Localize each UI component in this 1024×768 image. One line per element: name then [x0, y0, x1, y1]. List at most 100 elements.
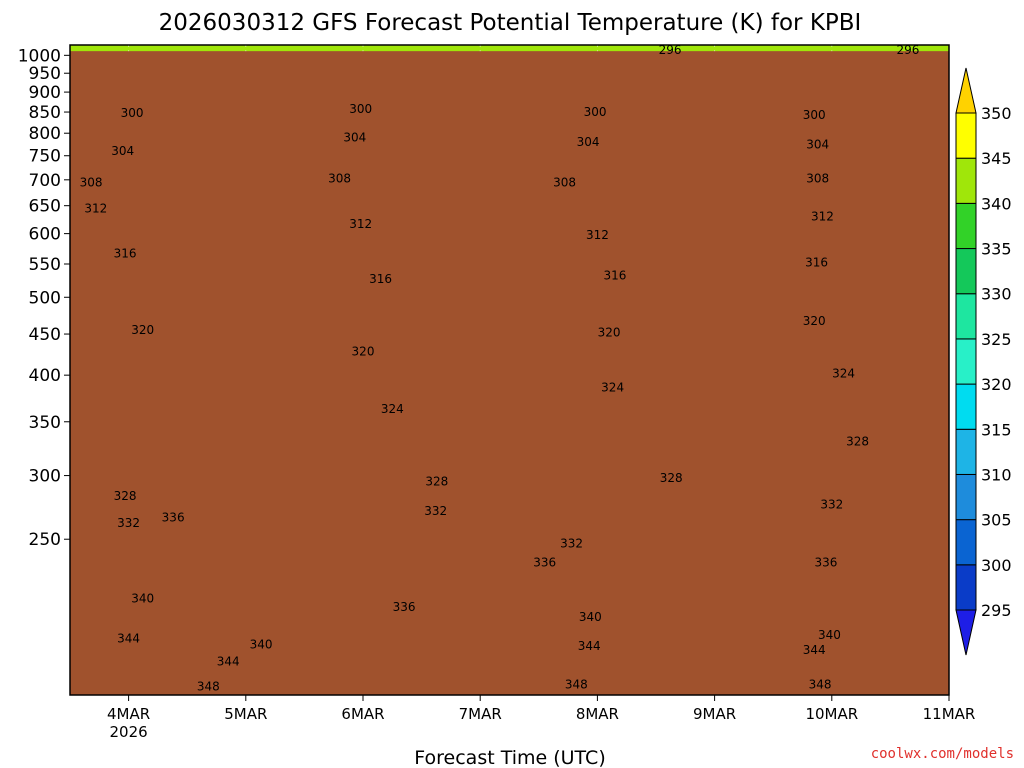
y-tick-label: 500: [29, 288, 61, 308]
contour-label: 320: [598, 325, 621, 339]
colorbar-label: 340: [981, 194, 1012, 213]
colorbar-upper-arrow: [955, 67, 977, 114]
colorbar-label: 320: [981, 375, 1012, 394]
contour-label: 320: [131, 323, 154, 337]
contour-label: 344: [117, 632, 140, 646]
y-tick-label: 400: [29, 366, 61, 386]
colorbar-label: 300: [981, 556, 1012, 575]
colorbar-swatch: [955, 202, 977, 250]
colorbar-label: 310: [981, 465, 1012, 484]
contour-label: 320: [803, 314, 826, 328]
colorbar-label: 345: [981, 149, 1012, 168]
contour-label: 336: [814, 555, 837, 569]
contour-label: 340: [131, 591, 154, 605]
colorbar-label: 295: [981, 601, 1012, 620]
contour-label: 308: [553, 175, 576, 189]
colorbar-swatch: [955, 248, 977, 295]
contour-label: 300: [121, 106, 144, 120]
colorbar-swatch: [955, 383, 977, 430]
contour-label: 324: [381, 402, 404, 416]
y-tick-label: 550: [29, 255, 61, 275]
contour-label: 316: [369, 272, 392, 286]
contour-label: 340: [250, 637, 273, 651]
colorbar-swatch: [955, 428, 977, 475]
contour-label: 328: [425, 474, 448, 488]
chart-title: 2026030312 GFS Forecast Potential Temper…: [159, 10, 862, 36]
contour-label: 340: [818, 628, 841, 642]
y-tick-label: 250: [29, 530, 61, 550]
contour-label: 300: [349, 102, 372, 116]
colorbar-swatch: [955, 519, 977, 566]
y-tick-label: 950: [29, 64, 61, 84]
contour-label: 316: [114, 246, 137, 260]
colorbar-label: 315: [981, 420, 1012, 439]
x-tick-label: 8MAR: [576, 705, 619, 723]
colorbar-swatch: [955, 564, 977, 611]
contour-label: 312: [811, 210, 834, 224]
x-tick-label: 11MAR: [923, 705, 976, 723]
contour-label: 336: [533, 555, 556, 569]
y-tick-label: 650: [29, 197, 61, 217]
y-tick-label: 300: [29, 467, 61, 487]
y-tick-label: 850: [29, 103, 61, 123]
y-tick-label: 700: [29, 171, 61, 191]
contour-label: 344: [578, 639, 601, 653]
contour-label: 336: [393, 600, 416, 614]
contour-label: 316: [604, 269, 627, 283]
contour-label: 312: [586, 228, 609, 242]
contour-label: 348: [197, 679, 220, 693]
contour-label: 332: [560, 536, 583, 550]
contour-label: 348: [809, 677, 832, 691]
contour-label: 304: [806, 137, 829, 151]
y-tick-label: 900: [29, 83, 61, 103]
credit-text: coolwx.com/models: [871, 746, 1014, 762]
contour-label: 320: [352, 345, 375, 359]
contour-label: 308: [806, 171, 829, 185]
colorbar-legend: 295 300 305 310 315 320 325 330 335 340 345 350: [955, 67, 1012, 656]
contour-label: 308: [328, 171, 351, 185]
colorbar-label: 350: [981, 104, 1012, 123]
y-tick-label: 750: [29, 147, 61, 167]
contour-label: 300: [803, 108, 826, 122]
contour-label: 332: [820, 498, 843, 512]
colorbar-swatch: [955, 157, 977, 204]
x-tick-sublabel: 2026: [110, 723, 148, 741]
x-tick-label: 4MAR: [107, 705, 150, 723]
x-tick-label: 10MAR: [805, 705, 858, 723]
contour-label: 344: [217, 655, 240, 669]
surface-band: [70, 51, 949, 695]
y-tick-label: 600: [29, 225, 61, 245]
contour-label: 324: [832, 366, 855, 380]
plot-frame: [69, 44, 950, 696]
y-axis: 2503003504004505005506006507007508008509…: [18, 46, 70, 550]
colorbar-label: 305: [981, 511, 1012, 530]
y-tick-label: 800: [29, 124, 61, 144]
x-tick-label: 6MAR: [341, 705, 384, 723]
colorbar-swatch: [955, 293, 977, 340]
colorbar-lower-arrow: [955, 609, 977, 656]
contour-label: 332: [424, 504, 447, 518]
contour-label: 344: [803, 643, 826, 657]
y-tick-label: 450: [29, 325, 61, 345]
colorbar-swatch: [955, 473, 977, 521]
contour-label: 328: [846, 434, 869, 448]
colorbar-label: 330: [981, 285, 1012, 304]
contour-label: 296: [659, 43, 682, 57]
contour-label: 336: [162, 511, 185, 525]
contour-label: 324: [601, 381, 624, 395]
contour-label: 304: [577, 135, 600, 149]
contour-label: 348: [565, 677, 588, 691]
contour-label: 304: [111, 144, 134, 158]
contour-label: 332: [117, 516, 140, 530]
y-tick-label: 350: [29, 413, 61, 433]
x-axis-label: Forecast Time (UTC): [414, 747, 605, 768]
contour-label: 296: [897, 43, 920, 57]
colorbar-label: 335: [981, 240, 1012, 259]
x-tick-label: 9MAR: [693, 705, 736, 723]
colorbar-swatch: [955, 112, 977, 159]
y-tick-label: 1000: [18, 46, 61, 66]
x-tick-label: 7MAR: [459, 705, 502, 723]
